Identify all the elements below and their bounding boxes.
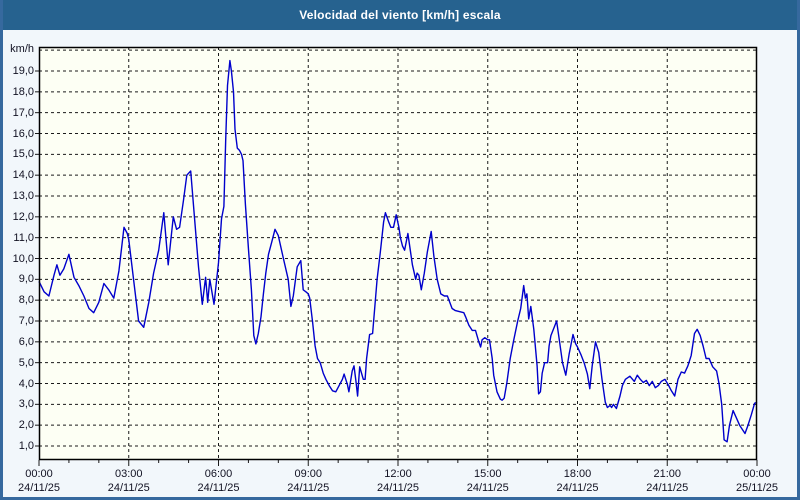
x-tick-time: 09:00 [294,468,323,480]
x-tick-time: 06:00 [204,468,233,480]
x-tick-time: 15:00 [473,468,502,480]
x-tick-date: 24/11/25 [107,482,150,494]
y-tick-label: 2,0 [18,419,34,432]
x-tick-time: 18:00 [563,468,592,480]
y-tick-label: 15,0 [12,148,34,161]
y-axis-unit-label: km/h [10,43,34,56]
x-tick-time: 00:00 [743,468,771,480]
title-bar: Velocidad del viento [km/h] escala [3,0,797,30]
y-tick-label: 1,0 [18,440,34,452]
y-tick-label: 19,0 [12,65,34,77]
y-tick-label: 13,0 [12,190,34,202]
x-tick-time: 03:00 [114,468,143,480]
wind-speed-line [38,59,758,443]
plot-border [38,46,758,461]
y-tick-label: 10,0 [12,252,34,265]
y-tick-label: 8,0 [18,294,34,307]
chart-title: Velocidad del viento [km/h] escala [299,8,501,22]
y-tick-label: 3,0 [18,398,34,411]
y-tick-label: 16,0 [12,127,34,140]
y-tick-label: 7,0 [18,315,34,327]
x-tick-date: 24/11/25 [556,482,599,494]
x-tick-date: 24/11/25 [646,482,689,494]
plot-area [35,46,758,466]
y-tick-label: 17,0 [12,106,34,119]
y-tick-label: 14,0 [12,169,34,182]
x-tick-date: 24/11/25 [376,482,419,494]
y-tick-label: 4,0 [18,377,34,390]
y-tick-label: 11,0 [13,231,34,244]
x-tick-date: 24/11/25 [17,482,60,494]
x-tick-date: 24/11/25 [287,482,330,494]
x-tick-date: 25/11/25 [735,482,778,494]
plot-svg [35,46,758,466]
chart-body: km/h 19,0 18,0 17,0 16,0 15,0 14,0 13,0 12,0 11,… [3,30,797,497]
x-tick-time: 00:00 [25,468,53,480]
y-tick-label: 5,0 [18,356,34,369]
x-tick-date: 24/11/25 [197,482,240,494]
x-tick-date: 24/11/25 [466,482,509,494]
y-tick-label: 12,0 [12,210,34,223]
x-tick-time: 12:00 [384,468,412,480]
y-tick-label: 6,0 [18,335,34,348]
y-tick-label: 18,0 [12,85,34,98]
y-tick-label: 9,0 [18,273,34,286]
x-tick-time: 21:00 [653,468,682,480]
